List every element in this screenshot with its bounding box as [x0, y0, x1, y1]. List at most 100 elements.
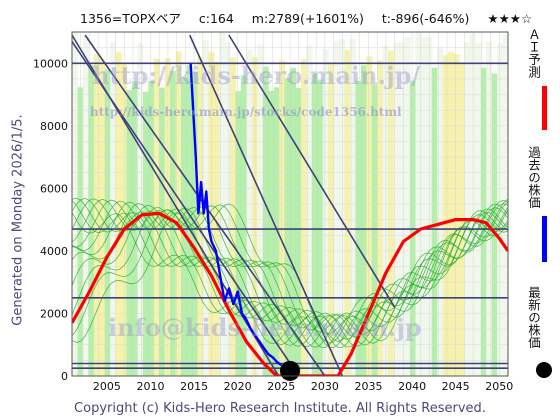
y-tick-label: 2000	[40, 307, 68, 320]
band-stripe	[300, 59, 307, 376]
band-stripe	[437, 46, 444, 376]
band-stripe	[93, 54, 100, 376]
max-price: m:2789(+1601%)	[251, 11, 364, 26]
ensemble-line	[72, 199, 508, 346]
band-stripe	[442, 55, 449, 376]
band-stripe	[322, 48, 329, 376]
ensemble-line	[72, 201, 508, 348]
legend: ＡＩ予測 過去の株価 最新の株価	[520, 28, 556, 383]
band-stripe	[344, 50, 351, 376]
y-tick-label: 8000	[40, 120, 68, 133]
x-tick-label: 2030	[311, 380, 339, 393]
legend-latest-label: 最新の株価	[526, 286, 541, 349]
y-tick-label: 10000	[33, 57, 68, 70]
x-tick-label: 2010	[136, 380, 164, 393]
x-tick-label: 2025	[267, 380, 295, 393]
band-stripe	[420, 37, 427, 376]
legend-forecast-label: ＡＩ予測	[526, 28, 541, 78]
band-stripe	[99, 59, 106, 376]
ensemble-line	[72, 197, 508, 346]
band-stripe	[181, 77, 188, 376]
x-tick-label: 2020	[224, 380, 252, 393]
band-stripe	[273, 87, 280, 376]
band-stripe	[240, 75, 247, 376]
band-stripe	[142, 91, 149, 376]
ensemble-line	[72, 197, 508, 347]
band-stripe	[415, 33, 422, 376]
copyright: Copyright (c) Kids-Hero Research Institu…	[74, 401, 486, 416]
band-stripe	[290, 67, 297, 376]
band-stripe	[246, 49, 253, 376]
chart-header: 1356=TOPXベア c:164 m:2789(+1601%) t:-896(…	[80, 8, 532, 27]
y-tick-label: 6000	[40, 182, 68, 195]
band-stripe	[279, 60, 286, 376]
y-tick-label: 0	[61, 370, 68, 383]
band-stripe	[306, 44, 313, 376]
x-tick-label: 2045	[442, 380, 470, 393]
band-stripe	[453, 54, 460, 376]
band-stripe	[371, 84, 378, 376]
forecast-line	[72, 211, 508, 376]
band-stripe	[137, 42, 144, 376]
band-stripe	[88, 65, 95, 376]
legend-latest-marker	[536, 362, 552, 378]
band-stripe	[311, 73, 318, 376]
trend-line	[72, 34, 280, 376]
band-stripe	[186, 65, 193, 376]
band-stripe	[257, 44, 264, 376]
watermark-email: info@kids-hero.main.jp	[108, 313, 422, 342]
x-tick-label: 2015	[180, 380, 208, 393]
trend-line	[228, 34, 396, 308]
ensemble-line	[72, 205, 508, 346]
legend-past-swatch	[542, 216, 547, 262]
x-tick-label: 2040	[398, 380, 426, 393]
band-stripe	[197, 57, 204, 376]
band-stripe	[377, 60, 384, 376]
band-stripe	[399, 42, 406, 376]
watermark-url-page: http://kids-hero.main.jp/stocks/code1356…	[90, 105, 402, 119]
band-stripe	[366, 56, 373, 376]
y-tick-label: 4000	[40, 245, 68, 258]
band-stripe	[502, 34, 508, 376]
ensemble-line	[72, 198, 508, 348]
band-stripe	[170, 70, 177, 376]
band-stripe	[284, 78, 291, 376]
current-price: c:164	[198, 11, 234, 26]
legend-past-label: 過去の株価	[526, 146, 541, 209]
band-stripe	[431, 67, 438, 376]
band-stripe	[464, 42, 471, 376]
stock-code: 1356=TOPXベア	[80, 11, 181, 26]
band-stripe	[333, 40, 340, 376]
x-tick-label: 2035	[354, 380, 382, 393]
band-stripe	[393, 42, 400, 376]
legend-latest: 最新の株価	[520, 286, 556, 382]
trend-line	[188, 34, 344, 376]
legend-forecast: ＡＩ予測	[520, 28, 556, 138]
band-stripe	[104, 69, 111, 376]
band-stripe	[268, 90, 275, 376]
band-stripe	[360, 65, 367, 376]
x-tick-label: 2005	[93, 380, 121, 393]
band-stripe	[491, 73, 498, 376]
band-stripe	[213, 61, 220, 376]
x-tick-label: 2050	[485, 380, 513, 393]
ensemble-line	[72, 204, 508, 344]
past-price-line	[189, 63, 283, 367]
band-stripe	[486, 41, 493, 376]
band-stripe	[159, 87, 166, 376]
target-price: t:-896(-646%)	[381, 11, 470, 26]
band-stripe	[448, 51, 455, 376]
legend-past: 過去の株価	[520, 146, 556, 266]
band-stripe	[349, 38, 356, 376]
band-stripe	[317, 79, 324, 376]
legend-forecast-swatch	[542, 86, 547, 130]
latest-price-marker	[280, 360, 300, 381]
rating-stars: ★★★☆	[487, 11, 533, 26]
watermark-url: http://kids-hero.main.jp/	[92, 61, 420, 90]
band-stripe	[82, 35, 89, 376]
plot-border	[71, 31, 509, 377]
band-stripe	[404, 36, 411, 376]
plot-content	[72, 32, 508, 376]
